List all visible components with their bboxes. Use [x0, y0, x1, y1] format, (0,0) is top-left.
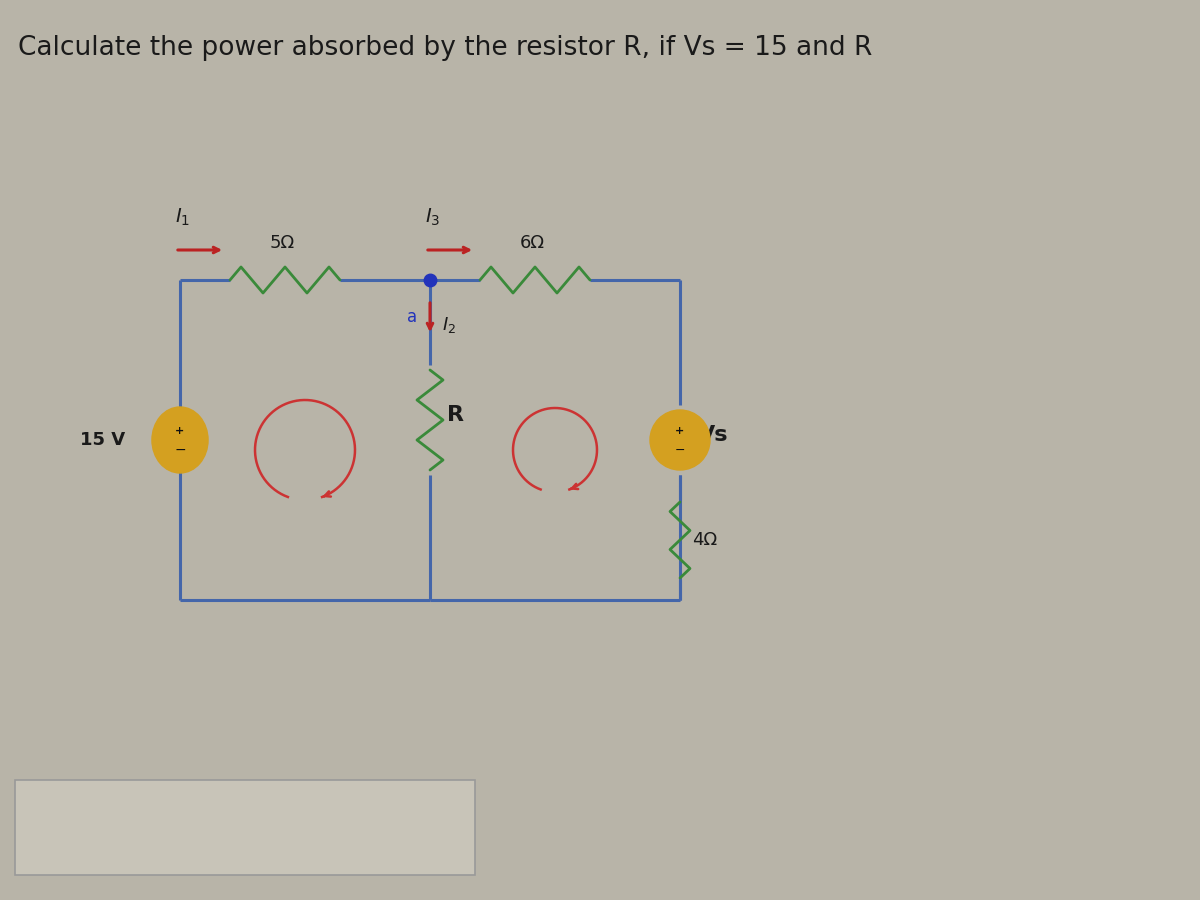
- Text: +: +: [676, 426, 685, 436]
- Text: 15 V: 15 V: [80, 431, 125, 449]
- Text: $I_1$: $I_1$: [175, 207, 190, 228]
- Text: R: R: [446, 405, 464, 425]
- Text: 5Ω: 5Ω: [270, 234, 295, 252]
- FancyBboxPatch shape: [14, 780, 475, 875]
- Ellipse shape: [152, 407, 208, 473]
- Text: Calculate the power absorbed by the resistor R, if Vs = 15 and R: Calculate the power absorbed by the resi…: [18, 35, 872, 61]
- Text: +: +: [175, 426, 185, 436]
- Text: 6Ω: 6Ω: [520, 234, 545, 252]
- Text: −: −: [174, 443, 186, 457]
- Text: $I_2$: $I_2$: [442, 315, 456, 335]
- Text: a: a: [407, 308, 418, 326]
- Text: Vs: Vs: [698, 425, 728, 445]
- Circle shape: [650, 410, 710, 470]
- Text: −: −: [674, 444, 685, 456]
- Text: 4Ω: 4Ω: [692, 531, 718, 549]
- Text: $I_3$: $I_3$: [425, 207, 440, 228]
